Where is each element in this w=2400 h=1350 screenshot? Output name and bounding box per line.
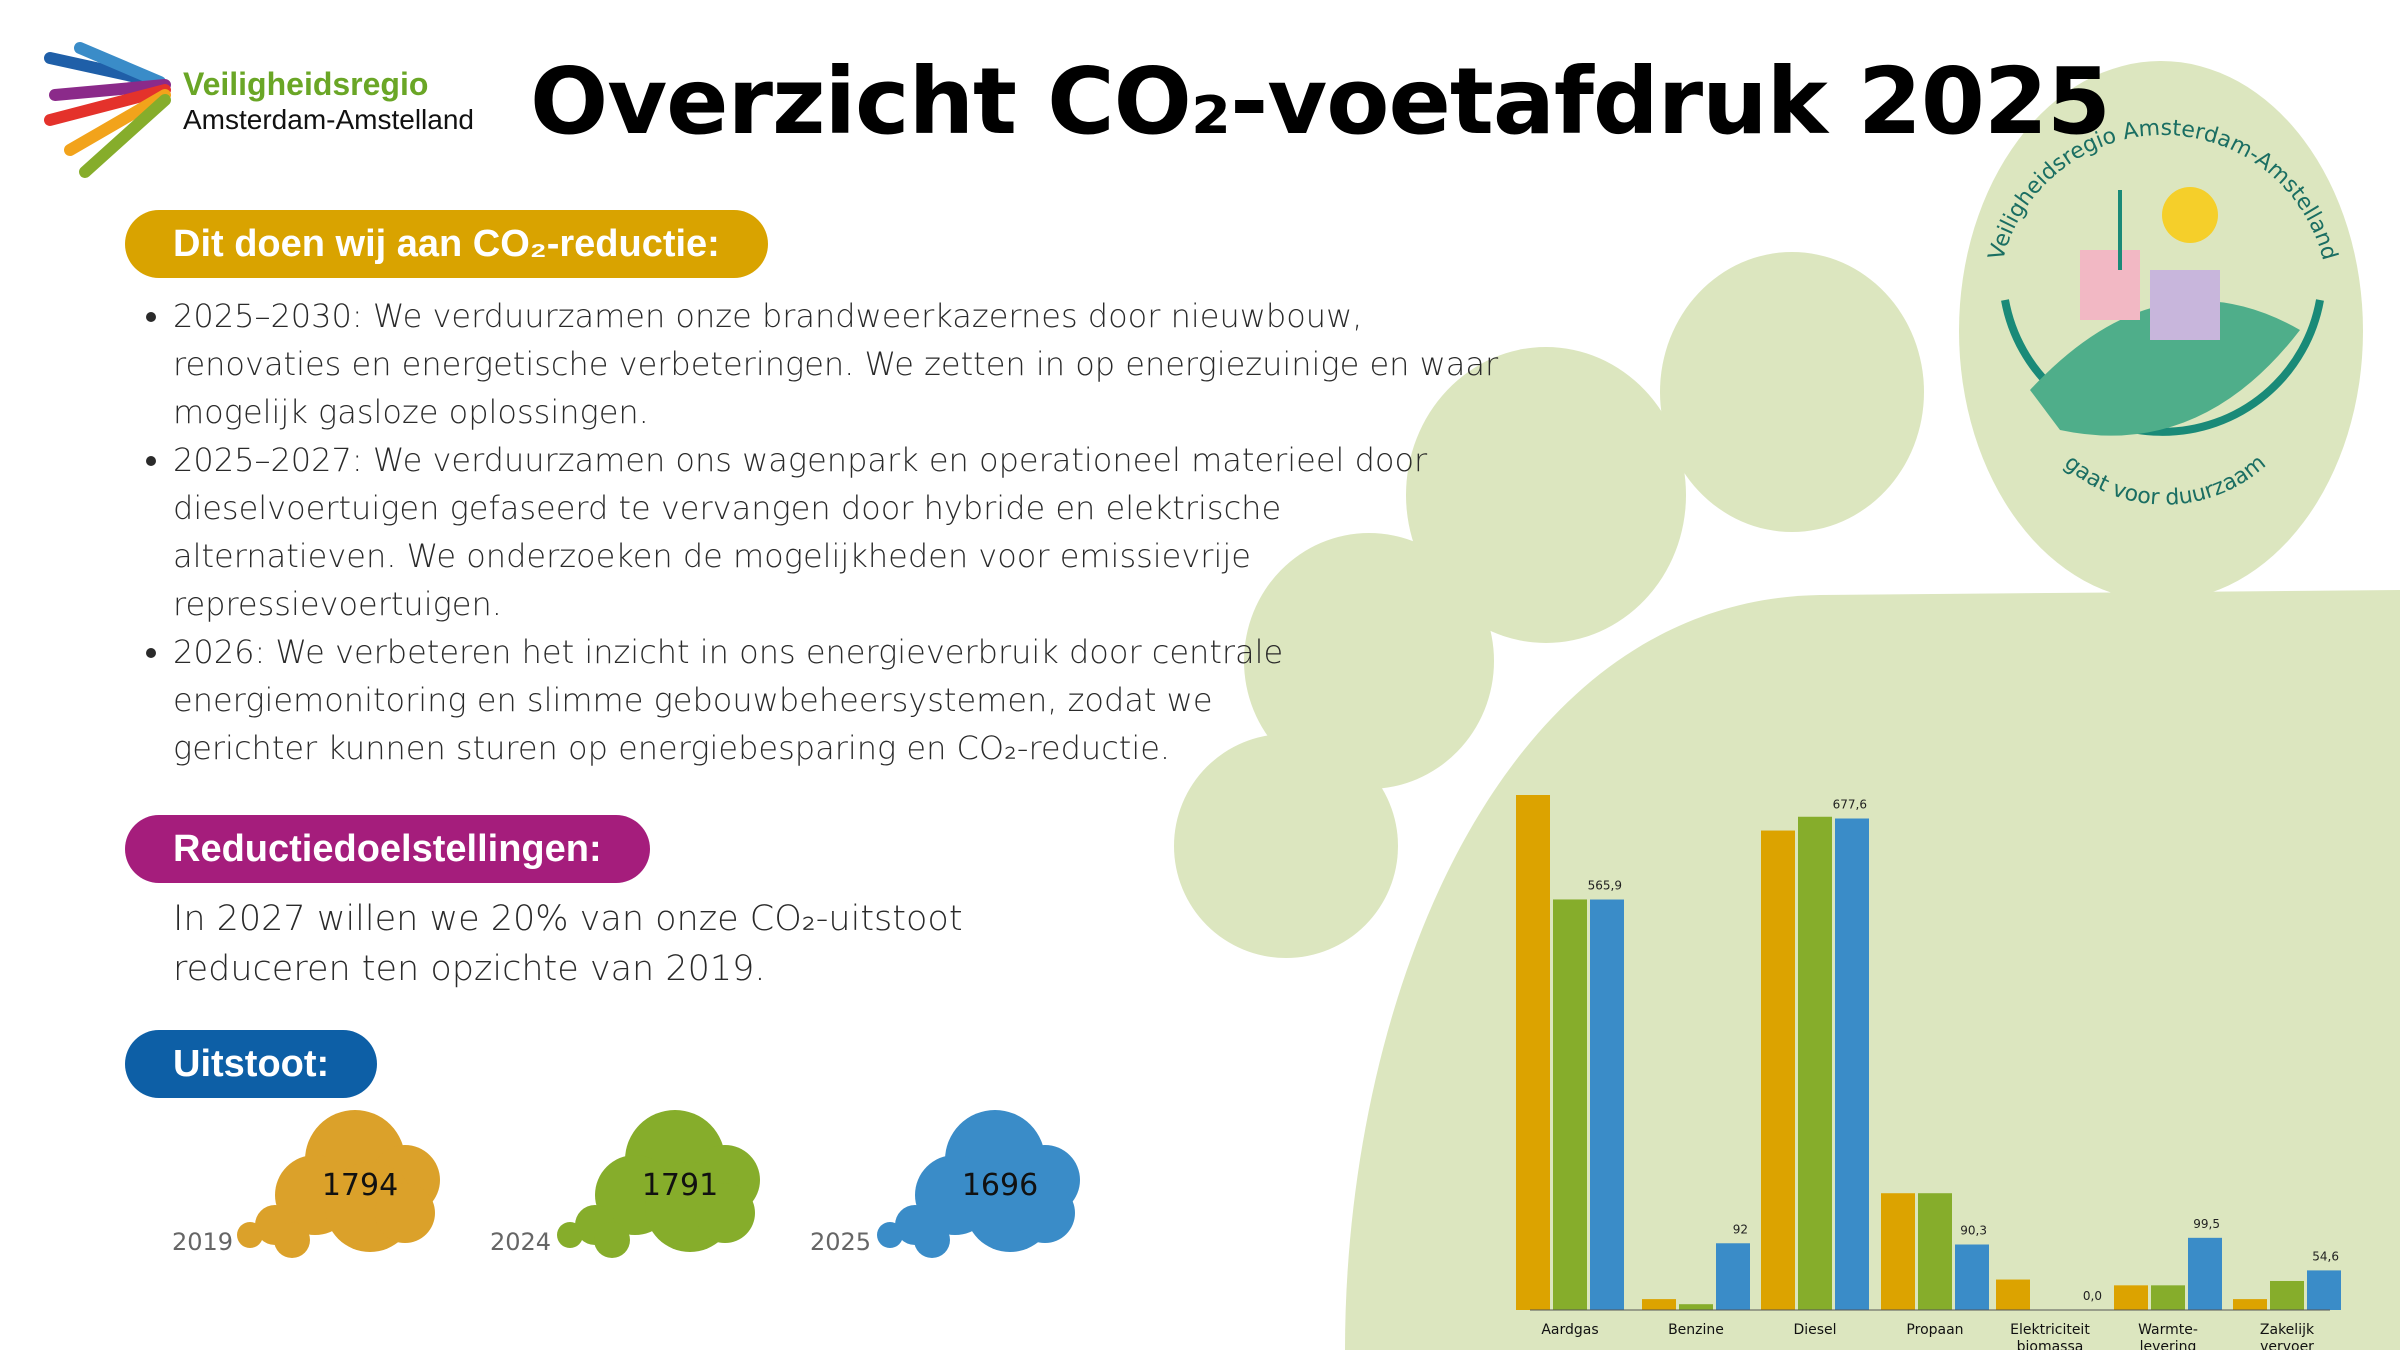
cloud-blob bbox=[1015, 1183, 1075, 1243]
category-label: Elektriciteit biomassa bbox=[2010, 1322, 2090, 1350]
cloud bbox=[877, 1110, 1080, 1258]
value-label: 0,0 bbox=[2083, 1289, 2102, 1303]
cloud-blob bbox=[914, 1222, 950, 1258]
cloud bbox=[237, 1110, 440, 1258]
bar bbox=[1881, 1193, 1915, 1310]
bar bbox=[2114, 1285, 2148, 1310]
value-label: 90,3 bbox=[1960, 1224, 1987, 1238]
value-label: 565,9 bbox=[1588, 879, 1622, 893]
section-heading: Dit doen wij aan CO₂-reductie: bbox=[125, 210, 768, 278]
emission-year: 2024 bbox=[490, 1228, 551, 1256]
value-label: 99,5 bbox=[2193, 1217, 2220, 1231]
action-item: 2026: We verbeteren het inzicht in ons e… bbox=[173, 628, 1303, 772]
bar bbox=[1835, 818, 1869, 1310]
bar bbox=[2188, 1237, 2222, 1310]
bar bbox=[2233, 1299, 2267, 1310]
logo-line2: Amsterdam-Amstelland bbox=[183, 104, 474, 135]
emission-year: 2019 bbox=[172, 1228, 233, 1256]
cloud-blob bbox=[557, 1222, 583, 1248]
action-item: 2025–2027: We verduurzamen ons wagenpark… bbox=[173, 436, 1433, 628]
bar bbox=[1590, 899, 1624, 1310]
bar bbox=[1798, 816, 1832, 1310]
category-label: Zakelijk vervoer bbox=[2260, 1322, 2315, 1350]
bar bbox=[2270, 1280, 2304, 1310]
logo-line1: Veiligheidsregio bbox=[183, 66, 429, 102]
cloud-blob bbox=[274, 1222, 310, 1258]
cloud-blob bbox=[237, 1222, 263, 1248]
value-label: 92 bbox=[1733, 1222, 1748, 1236]
cloud-blob bbox=[375, 1183, 435, 1243]
section-heading: Uitstoot: bbox=[125, 1030, 378, 1098]
category-label: Propaan bbox=[1906, 1322, 1963, 1338]
cloud-blob bbox=[877, 1222, 903, 1248]
emission-value: 1696 bbox=[962, 1168, 1038, 1203]
bar bbox=[1996, 1279, 2030, 1310]
action-item: 2025–2030: We verduurzamen onze brandwee… bbox=[173, 292, 1533, 436]
category-label: Diesel bbox=[1793, 1322, 1836, 1338]
emission-year: 2025 bbox=[810, 1228, 871, 1256]
category-label: Benzine bbox=[1668, 1322, 1724, 1338]
bar bbox=[1679, 1304, 1713, 1310]
emission-value: 1791 bbox=[642, 1168, 718, 1203]
emission-clouds: 1794 2019 1791 2024 1696 2025 bbox=[172, 1110, 1080, 1258]
bar bbox=[1553, 899, 1587, 1310]
bar bbox=[2151, 1285, 2185, 1310]
bar bbox=[1516, 795, 1550, 1310]
cloud-blob bbox=[695, 1183, 755, 1243]
category-label: Warmte-levering bbox=[2138, 1322, 2198, 1350]
bar bbox=[2307, 1270, 2341, 1310]
category-label: Aardgas bbox=[1541, 1322, 1598, 1338]
bar bbox=[1716, 1243, 1750, 1310]
bar bbox=[1761, 830, 1795, 1310]
action-list: 2025–2030: We verduurzamen onze brandwee… bbox=[125, 292, 1533, 772]
logo-mark bbox=[44, 42, 171, 178]
bar bbox=[1642, 1299, 1676, 1310]
value-label: 677,6 bbox=[1833, 798, 1867, 812]
bar bbox=[1955, 1244, 1989, 1310]
section-heading: Reductiedoelstellingen: bbox=[125, 815, 650, 883]
target-text: In 2027 willen we 20% van onze CO₂-uitst… bbox=[173, 899, 963, 989]
value-label: 54,6 bbox=[2312, 1249, 2339, 1263]
cloud bbox=[557, 1110, 760, 1258]
bar bbox=[1918, 1193, 1952, 1310]
cloud-blob bbox=[594, 1222, 630, 1258]
emission-value: 1794 bbox=[322, 1168, 398, 1203]
bar-chart: 565,9 Aardgas 92 Benzine 677,6 Diesel 90,3 Prop… bbox=[1516, 795, 2341, 1350]
page-title: Overzicht CO₂-voetafdruk 2025 bbox=[530, 48, 2111, 155]
